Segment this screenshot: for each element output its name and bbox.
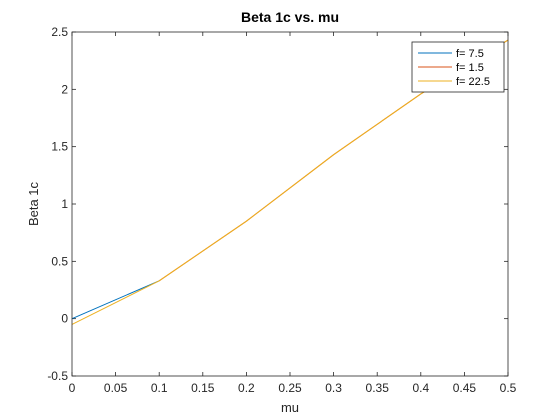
x-tick-label: 0.15: [191, 381, 215, 395]
chart-title: Beta 1c vs. mu: [241, 9, 339, 25]
x-tick-label: 0: [69, 381, 76, 395]
x-axis: 0 0.05 0.1 0.15 0.2 0.25 0.3 0.35 0.4 0.45 0.5: [69, 32, 517, 395]
x-tick-label: 0.3: [325, 381, 342, 395]
x-tick-label: 0.25: [278, 381, 302, 395]
legend: f= 7.5 f= 1.5 f= 22.5: [411, 41, 505, 93]
y-tick-label: 0: [61, 312, 68, 326]
x-axis-label: mu: [281, 400, 299, 415]
x-tick-label: 0.05: [104, 381, 128, 395]
x-tick-label: 0.5: [500, 381, 517, 395]
legend-label: f= 22.5: [456, 76, 490, 88]
y-tick-label: 1.5: [51, 140, 68, 154]
y-tick-label: 2: [61, 82, 68, 96]
x-tick-label: 0.4: [412, 381, 429, 395]
x-tick-label: 0.1: [151, 381, 168, 395]
x-tick-label: 0.45: [453, 381, 477, 395]
y-tick-label: 0.5: [51, 254, 68, 268]
y-axis-label: Beta 1c: [26, 181, 41, 226]
legend-label: f= 7.5: [456, 48, 484, 60]
series-line-1: [71, 280, 160, 320]
y-tick-label: 1: [61, 197, 68, 211]
y-tick-label: 2.5: [51, 25, 68, 39]
y-axis: -0.5 0 0.5 1 1.5 2 2.5: [47, 25, 508, 383]
legend-label: f= 1.5: [456, 62, 484, 74]
plot-frame: [71, 31, 509, 377]
x-tick-label: 0.35: [366, 381, 390, 395]
y-tick-label: -0.5: [47, 369, 68, 383]
x-tick-label: 0.2: [238, 381, 255, 395]
